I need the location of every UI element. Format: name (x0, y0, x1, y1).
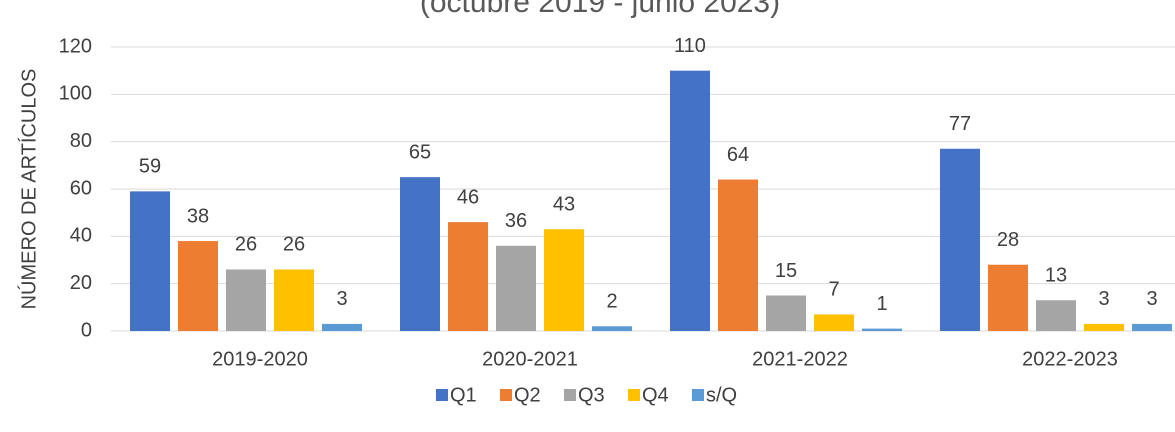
bar (130, 191, 170, 331)
legend-swatch (692, 389, 704, 401)
y-tick-label: 60 (70, 177, 92, 199)
legend-swatch (564, 389, 576, 401)
y-tick-label: 120 (59, 35, 92, 57)
bar (670, 70, 710, 332)
data-label: 38 (187, 205, 209, 227)
data-label: 36 (505, 210, 527, 232)
legend-label: s/Q (706, 384, 737, 406)
bar (862, 328, 902, 331)
data-label: 3 (1098, 288, 1109, 310)
data-label: 77 (949, 113, 971, 135)
bar (988, 264, 1028, 331)
legend-label: Q2 (514, 384, 541, 406)
legend-label: Q4 (642, 384, 669, 406)
bar (814, 314, 854, 331)
y-tick-label: 40 (70, 225, 92, 247)
legend-label: Q1 (450, 384, 477, 406)
data-label: 26 (283, 234, 305, 256)
bar (448, 222, 488, 331)
chart-title: (octubre 2019 - junio 2023) (420, 0, 780, 19)
data-label: 7 (828, 279, 839, 301)
data-label: 65 (409, 141, 431, 163)
y-tick-label: 80 (70, 130, 92, 152)
x-tick-label: 2022-2023 (1022, 348, 1118, 370)
bar (322, 323, 362, 331)
data-label: 28 (997, 229, 1019, 251)
legend-swatch (628, 389, 640, 401)
bar (496, 245, 536, 331)
data-label: 15 (775, 260, 797, 282)
bar (940, 148, 980, 331)
y-tick-label: 20 (70, 272, 92, 294)
data-label: 3 (336, 288, 347, 310)
data-label: 59 (139, 156, 161, 178)
bar (274, 269, 314, 331)
y-axis-label: NÚMERO DE ARTÍCULOS (17, 69, 40, 310)
x-tick-label: 2020-2021 (482, 348, 578, 370)
bar (400, 177, 440, 331)
legend-swatch (500, 389, 512, 401)
data-label: 1 (876, 293, 887, 315)
bar (178, 241, 218, 331)
data-label: 110 (674, 35, 706, 57)
bar (1084, 323, 1124, 331)
bar (1132, 323, 1172, 331)
legend-label: Q3 (578, 384, 605, 406)
data-label: 26 (235, 234, 257, 256)
data-label: 13 (1045, 265, 1067, 287)
x-tick-label: 2019-2020 (212, 348, 308, 370)
data-label: 64 (727, 144, 749, 166)
data-label: 3 (1146, 288, 1157, 310)
data-label: 2 (606, 291, 617, 313)
bar (592, 326, 632, 331)
bar (1036, 300, 1076, 331)
bar (226, 269, 266, 331)
legend-swatch (436, 389, 448, 401)
data-label: 43 (553, 194, 575, 216)
y-tick-label: 0 (81, 319, 92, 341)
x-tick-label: 2021-2022 (752, 348, 848, 370)
bar (544, 229, 584, 331)
bar (718, 179, 758, 331)
data-label: 46 (457, 186, 479, 208)
y-tick-label: 100 (59, 83, 92, 105)
bar (766, 295, 806, 331)
